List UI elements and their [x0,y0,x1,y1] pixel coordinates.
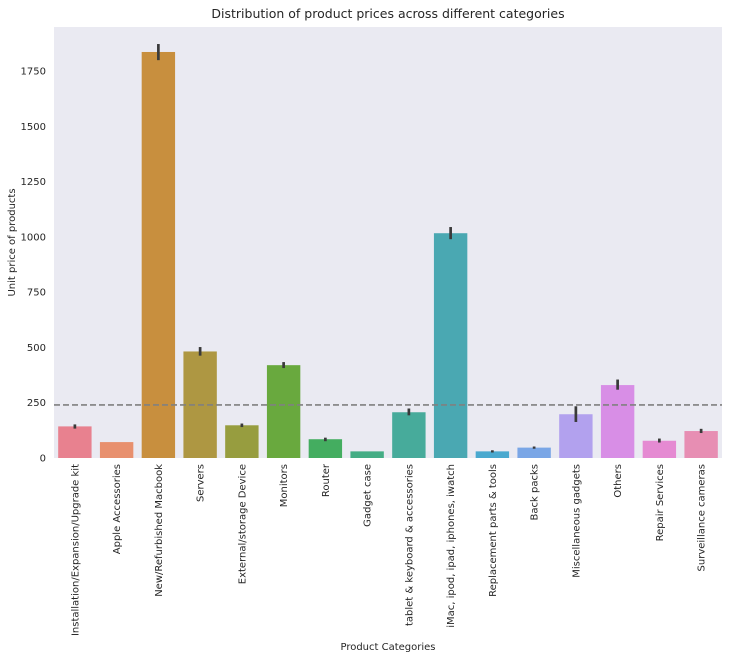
x-tick: Miscellaneous gadgets [571,464,582,578]
x-tick: Installation/Expansion/Upgrade kit [70,464,81,636]
y-axis-label: Unit price of products [7,188,18,296]
bar [392,412,426,458]
bar [225,425,259,458]
x-tick: Repair Services [655,464,666,541]
bar [266,365,301,458]
x-tick-label: Repair Services [655,464,666,541]
bar [684,431,718,458]
x-tick-label: tablet & keyboard & accessories [404,464,415,626]
y-tick-label: 250 [27,398,46,409]
x-tick-label: Miscellaneous gadgets [571,464,582,578]
bar [642,440,677,458]
x-tick-label: Gadget case [363,464,374,527]
x-tick: Others [613,464,624,498]
y-ticks-group: 0 250 500 750 1000 1250 1500 1750 [21,67,46,465]
x-tick: Servers [196,464,207,502]
x-tick-label: External/storage Device [237,464,248,584]
bar [475,451,510,458]
bar [350,451,384,458]
y-tick-label: 1750 [21,67,46,78]
bar [308,439,343,458]
x-tick-label: Installation/Expansion/Upgrade kit [70,464,81,636]
x-tick: Monitors [279,464,290,507]
y-tick-label: 1250 [21,177,46,188]
x-tick-label: Surveillance cameras [697,464,708,571]
bar [600,385,635,458]
bar [433,233,468,458]
x-tick-label: Replacement parts & tools [488,464,499,597]
bar [141,51,176,459]
x-tick: Surveillance cameras [697,464,708,571]
bars-group [58,51,718,459]
y-tick-label: 1000 [21,232,46,243]
x-tick: Gadget case [363,464,374,527]
x-tick: Replacement parts & tools [488,464,499,597]
x-tick-label: Others [613,464,624,498]
x-tick-label: Router [321,463,332,497]
x-tick-label: New/Refurbished Macbook [154,464,165,597]
x-tick: iMac, ipod, ipad, iphones, iwatch [446,464,457,628]
error-bars-group [73,44,703,453]
bar [517,447,551,458]
x-tick: External/storage Device [237,464,248,584]
x-tick-label: Back packs [530,464,541,520]
x-tick-label: Servers [196,464,207,502]
y-tick-label: 1500 [21,122,46,133]
chart-title: Distribution of product prices across di… [211,6,564,21]
bar [99,442,134,458]
x-tick: New/Refurbished Macbook [154,464,165,597]
x-tick: Router [321,463,332,497]
bar [58,426,92,458]
y-tick-label: 750 [27,288,46,299]
x-tick: Back packs [530,464,541,520]
x-tick-label: Monitors [279,464,290,507]
x-tick-label: iMac, ipod, ipad, iphones, iwatch [446,464,457,628]
x-tick-label: Apple Accessories [112,464,123,554]
x-ticks-group: Installation/Expansion/Upgrade kit Apple … [70,463,707,636]
x-tick: tablet & keyboard & accessories [404,464,415,626]
x-axis-label: Product Categories [340,642,435,653]
x-tick: Apple Accessories [112,464,123,554]
y-tick-label: 0 [40,454,46,465]
y-tick-label: 500 [27,343,46,354]
